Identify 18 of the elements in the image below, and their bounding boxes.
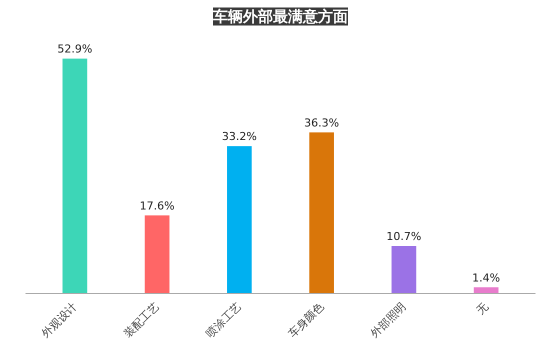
data-label: 36.3% — [304, 116, 340, 130]
bar — [227, 146, 252, 294]
x-tick-label: 外部照明 — [368, 300, 408, 340]
x-tick-label: 外观设计 — [39, 300, 80, 340]
x-tick-label: 车身颜色 — [286, 300, 326, 340]
x-tick-label: 喷涂工艺 — [204, 300, 244, 340]
data-label: 52.9% — [57, 42, 92, 56]
data-label: 33.2% — [222, 130, 257, 144]
bar — [309, 132, 334, 294]
chart-title: 车辆外部最满意方面 — [212, 8, 348, 26]
bar — [62, 58, 88, 294]
bar — [144, 215, 170, 294]
x-tick-label: 无 — [474, 300, 491, 317]
data-label: 10.7% — [386, 230, 422, 244]
bar — [392, 246, 416, 294]
data-label: 17.6% — [140, 199, 175, 212]
x-tick-label: 装配工艺 — [121, 300, 162, 340]
data-label: 1.4% — [472, 271, 500, 284]
